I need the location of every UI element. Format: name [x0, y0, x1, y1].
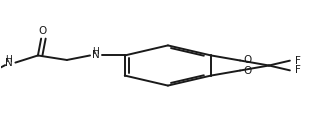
Text: F: F [295, 65, 300, 75]
Text: F: F [295, 56, 300, 66]
Text: N: N [92, 50, 100, 60]
Text: O: O [243, 55, 251, 66]
Text: H: H [92, 47, 99, 56]
Text: H: H [5, 55, 12, 64]
Text: N: N [5, 58, 13, 68]
Text: O: O [39, 26, 47, 36]
Text: O: O [243, 66, 251, 76]
